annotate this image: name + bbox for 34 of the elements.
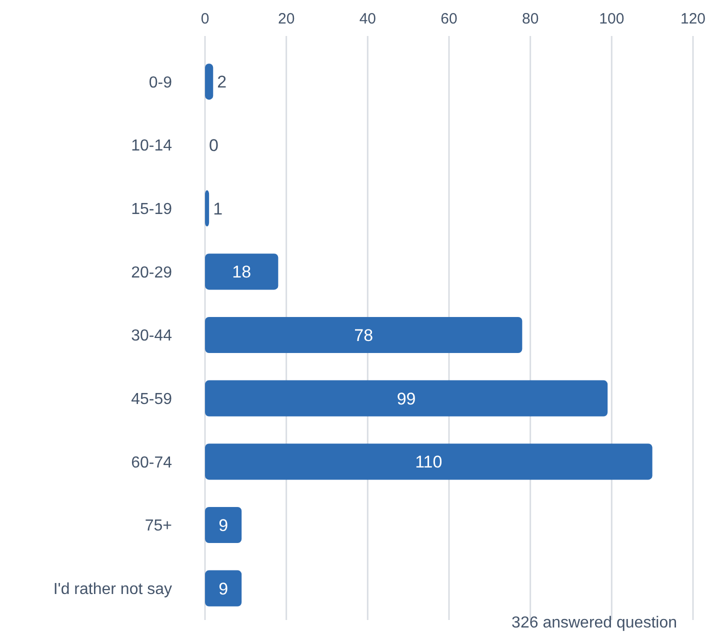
data-label: 99 xyxy=(396,389,416,408)
x-tick-label: 20 xyxy=(278,10,295,28)
y-tick-label: 0-9 xyxy=(148,74,172,92)
bar xyxy=(205,190,210,226)
y-tick-label: 10-14 xyxy=(131,138,172,155)
x-tick-label: 40 xyxy=(359,10,376,28)
x-tick-label: 0 xyxy=(200,10,210,28)
y-tick-label: 45-59 xyxy=(131,390,172,408)
bar xyxy=(205,380,608,416)
data-label: 0 xyxy=(209,136,218,155)
x-tick-label: 80 xyxy=(522,10,539,28)
annotation: 326 answered question xyxy=(512,614,677,632)
x-tick-label: 120 xyxy=(680,10,706,28)
bar xyxy=(205,444,652,480)
data-label: 1 xyxy=(213,199,223,218)
bar xyxy=(205,254,278,290)
y-tick-label: 60-74 xyxy=(131,454,172,472)
y-tick-label: 75+ xyxy=(144,518,172,535)
data-label: 78 xyxy=(354,326,374,345)
data-label: 9 xyxy=(218,516,228,535)
data-label: 110 xyxy=(415,452,442,472)
bar xyxy=(205,64,214,100)
bar xyxy=(205,316,522,354)
y-tick-label: 30-44 xyxy=(131,328,172,345)
bar xyxy=(205,506,242,544)
bar xyxy=(205,570,242,606)
data-label: 18 xyxy=(232,262,252,282)
data-label: 2 xyxy=(217,72,227,92)
y-tick-label: 20-29 xyxy=(131,264,172,282)
y-tick-label: I'd rather not say xyxy=(53,580,172,598)
x-tick-label: 60 xyxy=(440,10,458,28)
y-tick-label: 15-19 xyxy=(131,200,172,218)
x-tick-label: 100 xyxy=(599,10,624,28)
data-label: 9 xyxy=(218,579,228,598)
